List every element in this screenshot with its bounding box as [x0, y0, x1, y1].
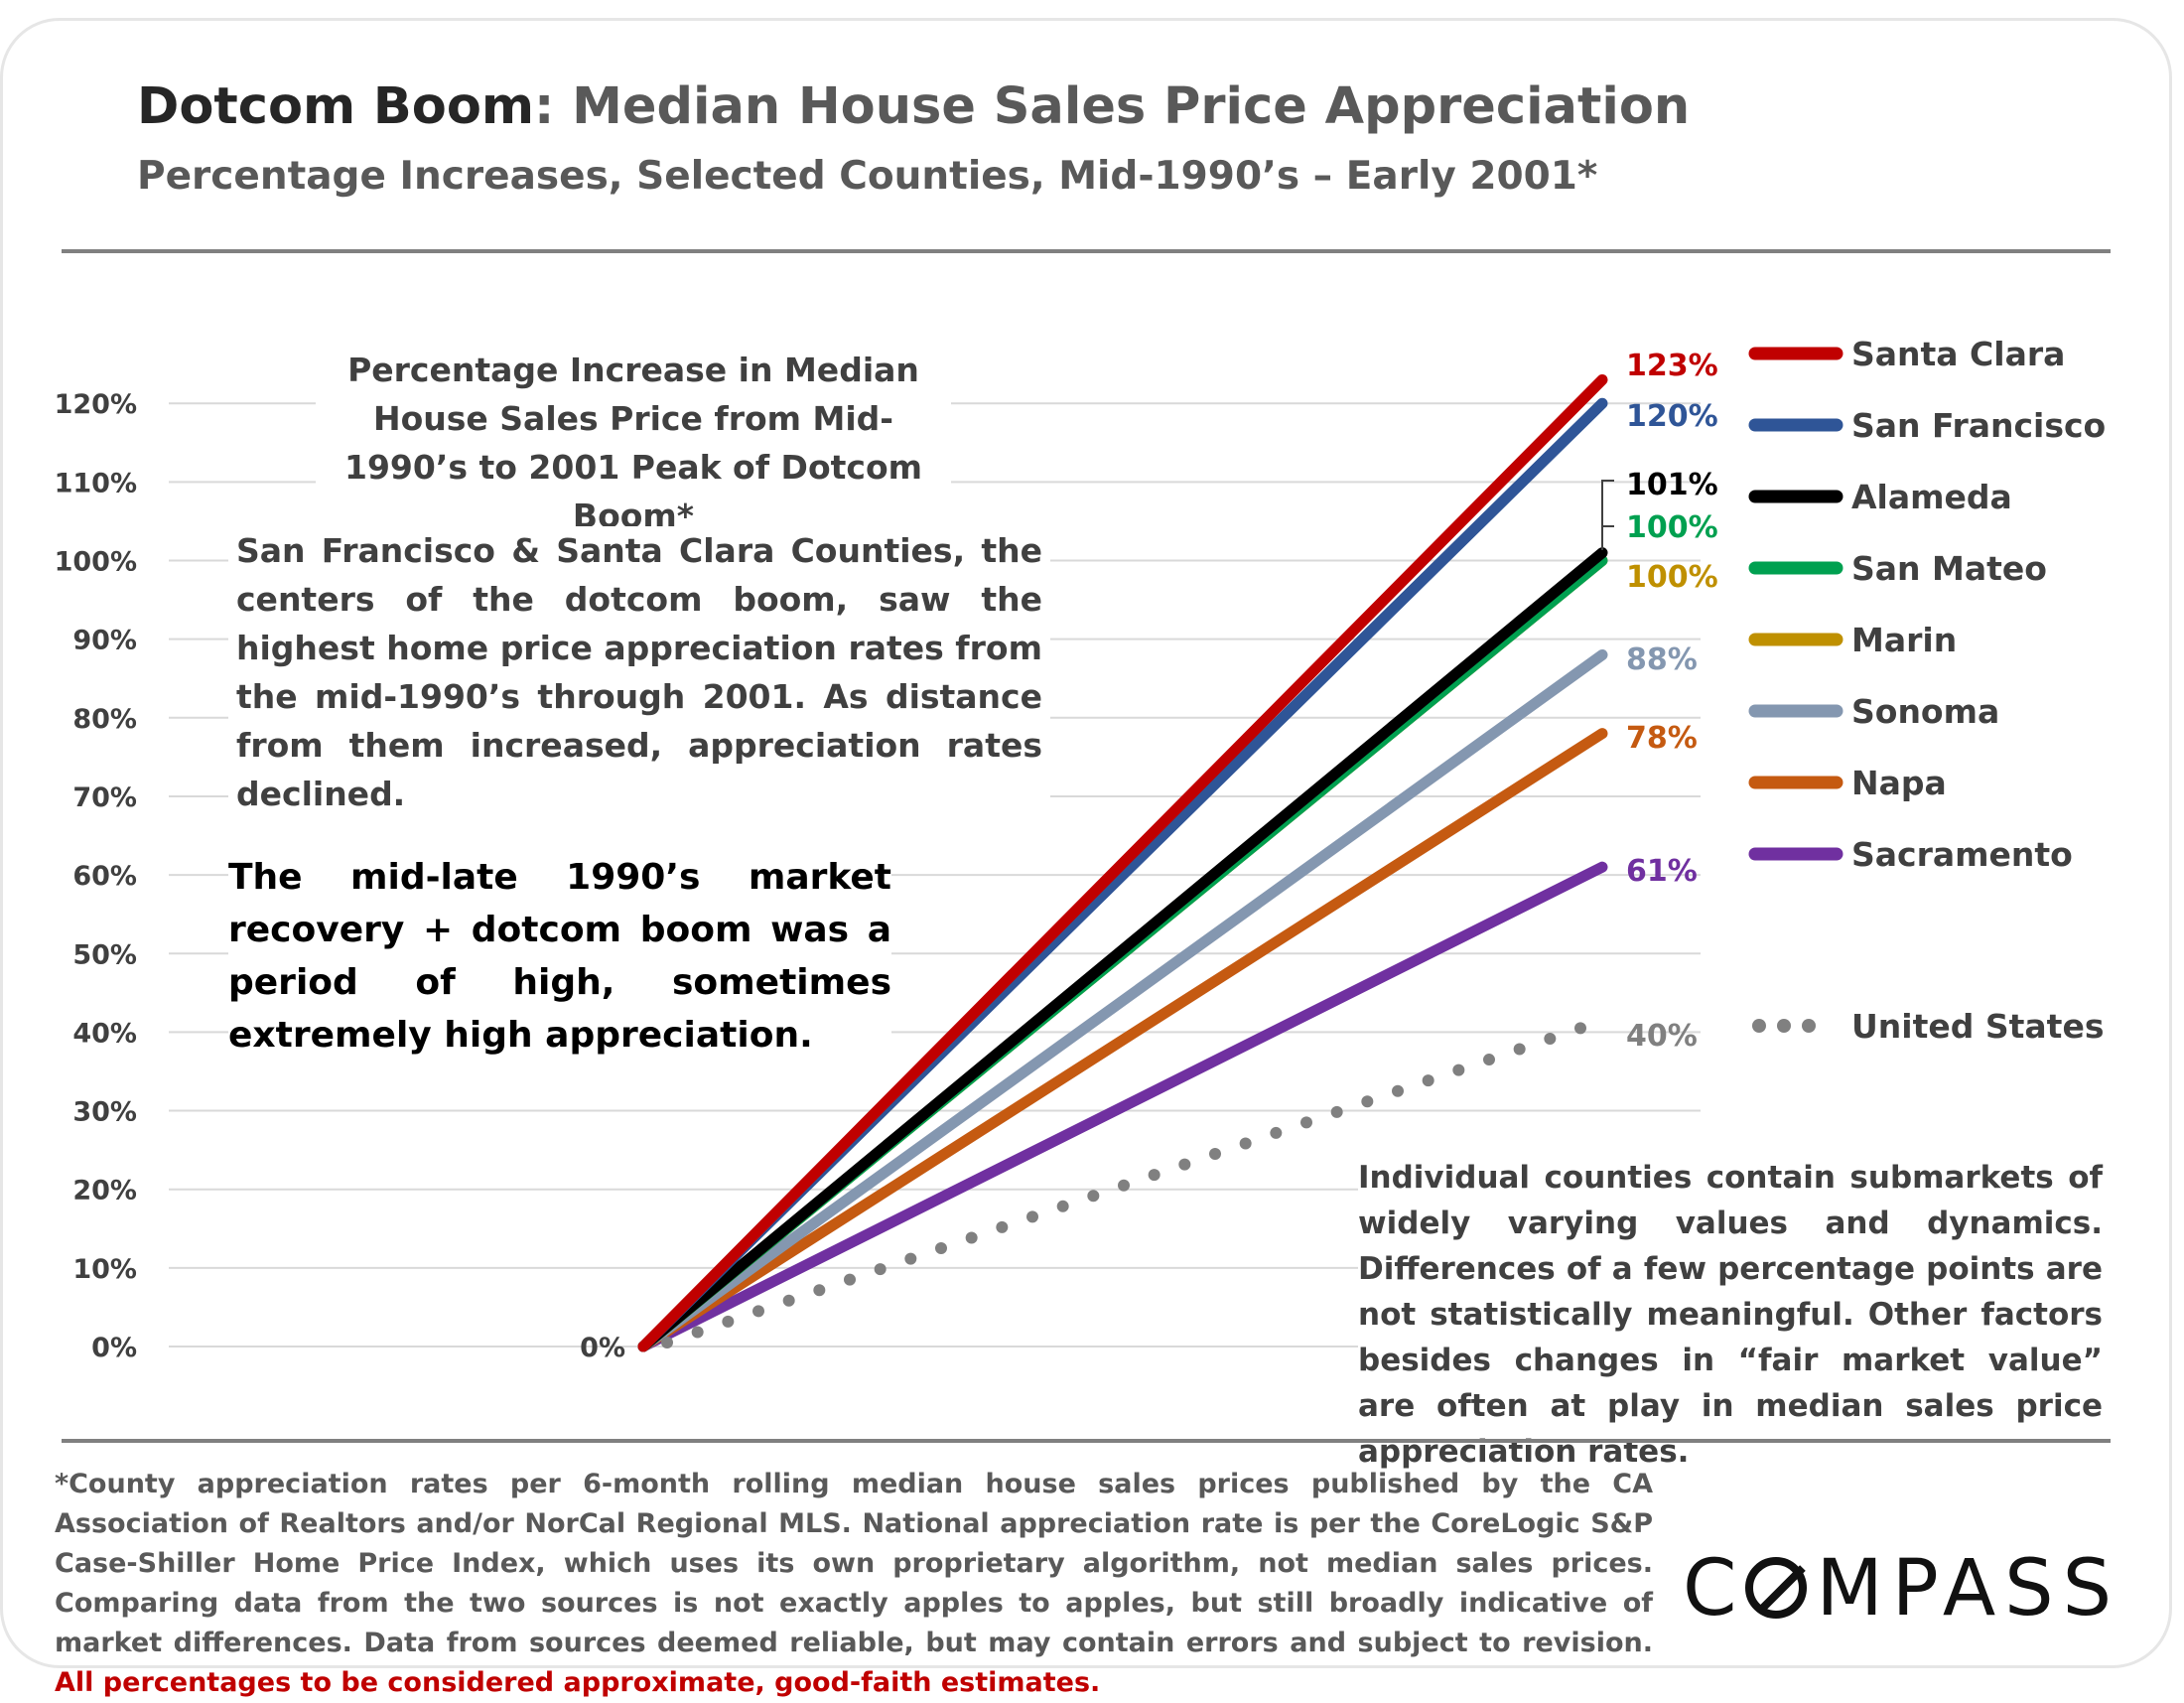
y-tick-label: 110%	[55, 468, 137, 498]
logo-o-mark	[1745, 1557, 1808, 1619]
us-series-dot	[1452, 1064, 1465, 1076]
legend-label: San Mateo	[1851, 549, 2047, 588]
us-series-dot	[874, 1263, 887, 1276]
chart-frame	[0, 18, 2172, 1668]
y-tick-label: 120%	[55, 389, 137, 420]
legend-label: United States	[1851, 1007, 2104, 1046]
legend-label: Napa	[1851, 764, 1947, 802]
compass-logo: C MPASS	[1683, 1544, 2120, 1633]
footnote: *County appreciation rates per 6-month r…	[55, 1465, 1653, 1703]
legend-swatch-dot	[1752, 1019, 1766, 1033]
counties-note: Individual counties contain submarkets o…	[1358, 1155, 2103, 1475]
y-tick-label: 40%	[72, 1018, 137, 1049]
us-series-dot	[691, 1326, 704, 1339]
end-label: 123%	[1626, 349, 1718, 383]
legend-label: Sacramento	[1851, 835, 2073, 874]
footer-divider	[62, 1439, 2111, 1443]
end-label: 120%	[1626, 399, 1718, 434]
y-tick-label: 10%	[72, 1254, 137, 1285]
us-series-dot	[1300, 1116, 1312, 1129]
series-line	[637, 373, 1608, 1352]
header-divider	[62, 249, 2111, 253]
y-tick-label: 60%	[72, 861, 137, 892]
footnote-text: *County appreciation rates per 6-month r…	[55, 1469, 1653, 1658]
us-series-dot	[844, 1273, 856, 1286]
us-series-dot	[722, 1315, 735, 1328]
us-series-dot	[1513, 1043, 1526, 1056]
us-series-dot	[1392, 1084, 1404, 1097]
us-series-dot	[965, 1231, 978, 1244]
us-series-dot	[1330, 1105, 1343, 1118]
label-bracket	[1601, 480, 1614, 550]
us-series-dot	[1209, 1148, 1221, 1161]
us-series-dot	[1026, 1210, 1038, 1223]
us-series-dot	[1118, 1179, 1130, 1192]
chart-inner-title: Percentage Increase in Median House Sale…	[316, 346, 951, 540]
y-tick-label: 50%	[72, 939, 137, 970]
legend-label: Alameda	[1851, 478, 2012, 516]
end-label: 100%	[1626, 560, 1718, 595]
us-series-dot	[1178, 1158, 1191, 1171]
us-series-dot	[661, 1337, 673, 1348]
legend-label: Sonoma	[1851, 692, 1999, 731]
us-series-dot	[1239, 1137, 1252, 1150]
title-lead: Dotcom Boom	[137, 77, 535, 136]
end-label: 101%	[1626, 468, 1718, 502]
end-label: 100%	[1626, 510, 1718, 545]
us-series-dot	[1544, 1032, 1557, 1045]
us-series-dot	[1148, 1169, 1160, 1182]
page-title: Dotcom Boom: Median House Sales Price Ap…	[137, 77, 1690, 136]
legend-label: Marin	[1851, 621, 1957, 659]
us-series-dot	[996, 1220, 1009, 1233]
us-series-dot	[1422, 1074, 1434, 1087]
footnote-warning: All percentages to be considered approxi…	[55, 1667, 1101, 1698]
us-series-dot	[1361, 1095, 1374, 1108]
end-label: 40%	[1626, 1019, 1698, 1054]
y-tick-label: 90%	[72, 626, 137, 656]
us-series-dot	[1483, 1054, 1495, 1066]
logo-c: C	[1683, 1544, 1746, 1633]
us-series-dot	[1056, 1200, 1069, 1212]
us-series-dot	[1574, 1022, 1586, 1035]
origin-label: 0%	[580, 1333, 625, 1363]
y-tick-label: 20%	[72, 1176, 137, 1206]
us-series-dot	[782, 1294, 795, 1307]
series-line	[637, 547, 1608, 1352]
legend-swatch-dot	[1802, 1019, 1816, 1033]
y-tick-label: 80%	[72, 704, 137, 735]
legend-swatch-dot	[1777, 1019, 1791, 1033]
y-tick-label: 0%	[91, 1333, 137, 1363]
y-tick-label: 70%	[72, 782, 137, 813]
end-label: 88%	[1626, 642, 1698, 677]
legend-label: Santa Clara	[1851, 335, 2065, 373]
us-series-dot	[935, 1242, 947, 1255]
us-series-dot	[1270, 1126, 1283, 1139]
y-tick-label: 100%	[55, 547, 137, 578]
title-rest: : Median House Sales Price Appreciation	[534, 77, 1691, 136]
page-subtitle: Percentage Increases, Selected Counties,…	[137, 154, 1598, 199]
end-label: 61%	[1626, 854, 1698, 889]
series-line	[637, 648, 1608, 1352]
y-tick-label: 30%	[72, 1097, 137, 1128]
end-label: 78%	[1626, 721, 1698, 756]
us-series-dot	[1087, 1190, 1100, 1203]
dotcom-note: San Francisco & Santa Clara Counties, th…	[228, 526, 1050, 818]
us-series-dot	[813, 1284, 826, 1297]
recovery-note: The mid-late 1990’s market recovery + do…	[228, 851, 891, 1062]
series-line	[637, 728, 1608, 1352]
logo-rest: MPASS	[1816, 1544, 2121, 1633]
legend-label: San Francisco	[1851, 406, 2106, 445]
series-line	[637, 861, 1608, 1352]
us-series-dot	[752, 1305, 764, 1318]
us-series-dot	[904, 1252, 917, 1265]
